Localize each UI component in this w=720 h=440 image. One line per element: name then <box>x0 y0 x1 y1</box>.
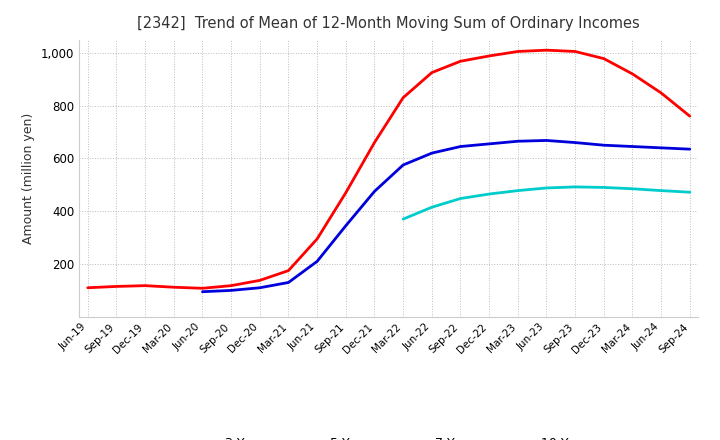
Title: [2342]  Trend of Mean of 12-Month Moving Sum of Ordinary Incomes: [2342] Trend of Mean of 12-Month Moving … <box>138 16 640 32</box>
Y-axis label: Amount (million yen): Amount (million yen) <box>22 113 35 244</box>
Legend: 3 Years, 5 Years, 7 Years, 10 Years: 3 Years, 5 Years, 7 Years, 10 Years <box>179 432 598 440</box>
